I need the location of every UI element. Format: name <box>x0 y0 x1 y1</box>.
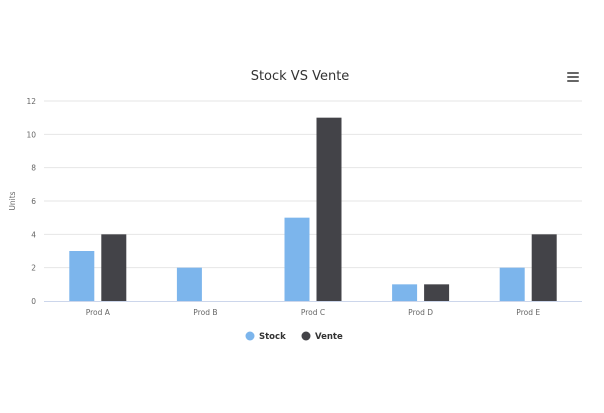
chart-title: Stock VS Vente <box>251 69 350 84</box>
x-tick-label: Prod E <box>516 308 540 317</box>
legend-item-vente[interactable]: Vente <box>301 331 343 343</box>
bar-vente-prod-e <box>531 234 557 301</box>
y-tick-label: 8 <box>31 164 36 173</box>
y-axis-ticks: 0 2 4 6 8 10 12 <box>26 97 36 306</box>
x-axis-ticks: Prod A Prod B Prod C Prod D Prod E <box>86 308 541 317</box>
y-tick-label: 0 <box>31 297 36 306</box>
y-tick-label: 12 <box>26 97 36 106</box>
hamburger-menu-icon <box>567 72 579 82</box>
legend-label: Stock <box>259 332 286 342</box>
bar-stock-prod-c <box>284 217 310 301</box>
bar-stock-prod-d <box>392 284 418 301</box>
grid-lines <box>44 100 582 269</box>
legend: Stock Vente <box>245 331 343 343</box>
y-tick-label: 4 <box>31 230 36 239</box>
bar-stock-prod-b <box>176 267 202 301</box>
y-tick-label: 2 <box>31 264 36 273</box>
bar-vente-prod-c <box>316 117 342 302</box>
bar-stock-prod-e <box>499 267 525 301</box>
x-tick-label: Prod D <box>408 308 433 317</box>
legend-marker <box>245 331 255 341</box>
y-tick-label: 10 <box>26 130 36 139</box>
y-tick-label: 6 <box>31 197 36 206</box>
legend-label: Vente <box>315 332 343 342</box>
x-tick-label: Prod B <box>193 308 217 317</box>
bar-vente-prod-a <box>101 234 127 301</box>
x-tick-label: Prod C <box>301 308 325 317</box>
legend-item-stock[interactable]: Stock <box>245 331 287 343</box>
bar-stock-prod-a <box>69 251 95 301</box>
legend-marker <box>301 331 311 341</box>
y-axis-title: Units <box>8 191 17 210</box>
chart-menu-button[interactable] <box>564 70 582 86</box>
x-tick-label: Prod A <box>86 308 111 317</box>
bar-vente-prod-d <box>424 284 450 301</box>
bar-series <box>69 117 557 302</box>
